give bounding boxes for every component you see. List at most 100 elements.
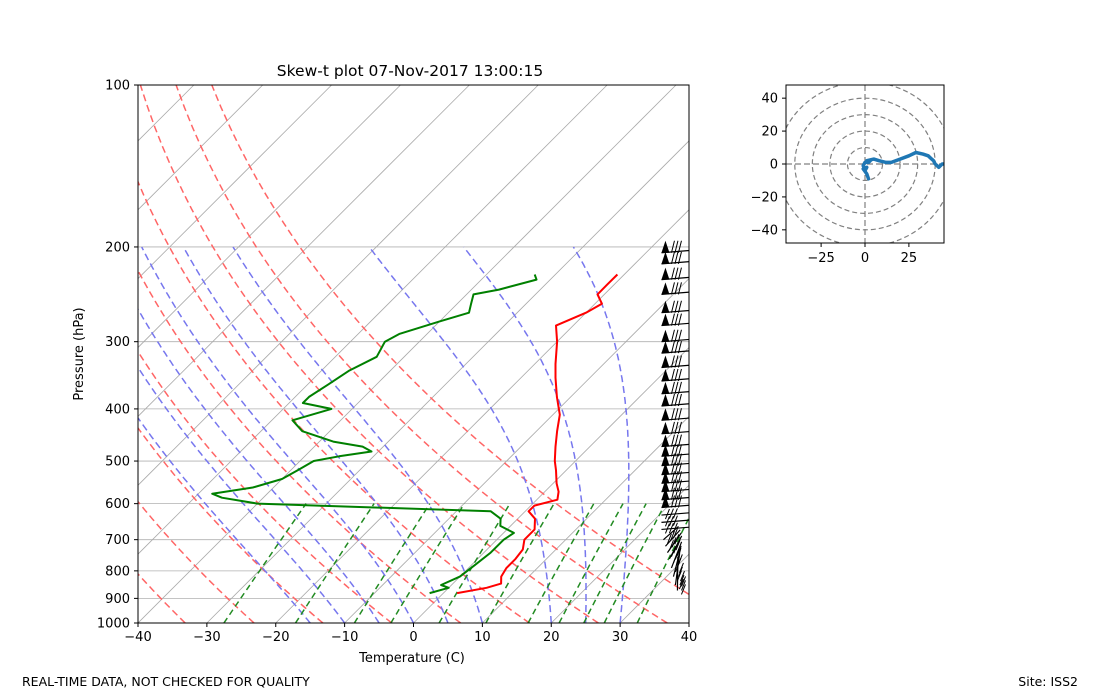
wind-barb bbox=[661, 251, 690, 265]
y-tick-label: 900 bbox=[105, 592, 130, 607]
hodograph-y-tick-label: 20 bbox=[761, 125, 778, 140]
isotherm-line bbox=[138, 85, 539, 486]
x-tick-label: 30 bbox=[612, 630, 629, 645]
mixing-ratio-line bbox=[390, 503, 466, 623]
y-tick-label: 300 bbox=[105, 335, 130, 350]
x-tick-label: −30 bbox=[193, 630, 220, 645]
hodograph-trace bbox=[861, 150, 944, 181]
moist-adiabat bbox=[138, 366, 346, 623]
wind-barb bbox=[661, 434, 690, 448]
isotherm-line bbox=[413, 346, 689, 623]
wind-barb bbox=[661, 368, 690, 382]
isotherm-line bbox=[138, 85, 677, 623]
wind-barb bbox=[661, 329, 690, 343]
wind-barb bbox=[661, 282, 690, 295]
isotherm-line bbox=[138, 85, 401, 349]
isotherm-line bbox=[138, 85, 264, 211]
mixing-ratio-line bbox=[294, 503, 375, 623]
x-tick-label: 40 bbox=[681, 630, 698, 645]
isotherm-grid bbox=[138, 85, 689, 623]
isotherm-line bbox=[275, 209, 689, 623]
moist-adiabat bbox=[182, 246, 449, 623]
chart-title: Skew-t plot 07-Nov-2017 13:00:15 bbox=[277, 62, 543, 80]
skewt-frame bbox=[137, 84, 690, 624]
x-tick-label: −20 bbox=[262, 630, 289, 645]
isotherm-line bbox=[482, 415, 689, 623]
isotherm-line bbox=[344, 278, 689, 623]
y-tick-label: 100 bbox=[105, 79, 130, 94]
hodograph: −25 0 25 −40 −20 0 20 40 bbox=[751, 84, 945, 266]
x-tick-label: −10 bbox=[331, 630, 358, 645]
hodograph-x-tick-label: 0 bbox=[861, 251, 869, 266]
moist-adiabat bbox=[141, 246, 415, 623]
y-tick-label: 600 bbox=[105, 497, 130, 512]
dewpoint-profile bbox=[211, 274, 538, 595]
dry-adiabat bbox=[138, 350, 393, 623]
wind-barb bbox=[661, 508, 690, 520]
y-tick-label: 1000 bbox=[97, 617, 130, 632]
moist-adiabats bbox=[138, 246, 630, 623]
wind-barb bbox=[661, 340, 690, 354]
y-tick-label: 500 bbox=[105, 455, 130, 470]
moist-adiabat bbox=[463, 246, 587, 623]
isotherm-line bbox=[138, 85, 470, 417]
hodograph-line bbox=[861, 150, 944, 181]
mixing-ratio-line bbox=[438, 503, 511, 623]
mixing-ratio-line bbox=[223, 503, 307, 623]
wind-barb bbox=[661, 267, 690, 281]
wind-barb bbox=[661, 471, 690, 484]
wind-barb bbox=[676, 556, 687, 595]
quality-disclaimer: REAL-TIME DATA, NOT CHECKED FOR QUALITY bbox=[22, 674, 310, 689]
isotherm-line bbox=[138, 85, 608, 555]
dry-adiabat bbox=[138, 426, 324, 623]
moist-adiabat bbox=[138, 307, 380, 623]
x-axis-label: Temperature (C) bbox=[358, 651, 465, 666]
mixing-ratio-line bbox=[527, 503, 595, 623]
wind-barb bbox=[661, 495, 690, 509]
dry-adiabat bbox=[138, 179, 531, 623]
hodograph-x-tick-label: 25 bbox=[901, 251, 918, 266]
wind-barb bbox=[661, 240, 690, 254]
moist-adiabat bbox=[138, 416, 311, 623]
site-label: Site: ISS2 bbox=[1018, 674, 1078, 689]
x-tick-label: −40 bbox=[124, 630, 151, 645]
dry-adiabat bbox=[138, 572, 186, 623]
x-tick-label: 10 bbox=[474, 630, 491, 645]
wind-barb bbox=[661, 408, 690, 421]
x-tick-label: 20 bbox=[543, 630, 560, 645]
skewt-plot: −40 −30 −20 −10 0 10 20 30 40 100 200 300 400 500 600… bbox=[72, 62, 697, 666]
wind-barb bbox=[661, 515, 690, 527]
dry-adiabat bbox=[211, 85, 689, 596]
y-axis-ticks: 100 200 300 400 500 600 700 800 900 1000 bbox=[97, 79, 138, 632]
wind-barb bbox=[661, 381, 690, 395]
temperature-profile bbox=[456, 273, 619, 595]
wind-barb bbox=[661, 355, 690, 369]
isotherm-line bbox=[550, 484, 689, 623]
y-tick-label: 400 bbox=[105, 402, 130, 417]
isotherm-line bbox=[688, 622, 689, 623]
moist-adiabat bbox=[368, 246, 553, 623]
wind-barbs bbox=[661, 240, 690, 595]
dry-adiabat bbox=[175, 85, 668, 623]
wind-barb bbox=[661, 313, 690, 327]
dry-adiabat bbox=[138, 500, 255, 623]
dry-adiabat bbox=[138, 269, 462, 623]
wind-barb bbox=[661, 393, 690, 407]
x-axis-ticks: −40 −30 −20 −10 0 10 20 30 40 bbox=[124, 623, 697, 645]
hodograph-x-tick-label: −25 bbox=[807, 251, 834, 266]
y-axis-label: Pressure (hPa) bbox=[72, 307, 87, 400]
hodograph-y-tick-label: 0 bbox=[770, 158, 778, 173]
wind-barb bbox=[661, 522, 690, 534]
isotherm-line bbox=[206, 140, 689, 623]
moist-adiabat bbox=[572, 246, 630, 623]
isotherm-line bbox=[138, 85, 332, 280]
hodograph-y-tick-label: 40 bbox=[761, 92, 778, 107]
x-tick-label: 0 bbox=[409, 630, 417, 645]
y-tick-label: 800 bbox=[105, 564, 130, 579]
hodograph-ticks: −25 0 25 −40 −20 0 20 40 bbox=[751, 92, 918, 266]
hodograph-y-tick-label: −40 bbox=[751, 223, 778, 238]
y-tick-label: 200 bbox=[105, 240, 130, 255]
hodograph-y-tick-label: −20 bbox=[751, 190, 778, 205]
mixing-ratio-line bbox=[353, 503, 431, 623]
